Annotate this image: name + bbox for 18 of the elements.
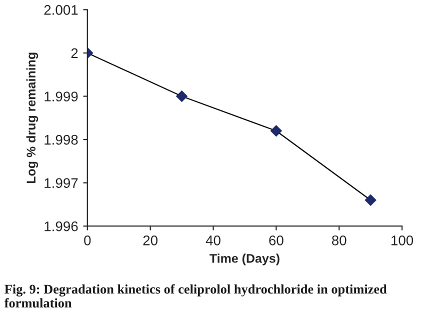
y-tick-label: 2 [71,48,78,58]
y-axis-title: Log % drug remaining [26,52,38,184]
x-tick-label: 60 [269,235,284,246]
point [176,90,188,102]
x-tick-label: 0 [84,235,91,246]
y-tick-label: 1.999 [44,92,78,102]
x-tick-label: 100 [392,235,414,246]
caption: Fig. 9: Degradation kinetics of celiprolol hydrochloride in optimized formulation [4,284,387,308]
point [270,125,282,136]
y-tick-label: 1.997 [44,178,78,188]
x-tick-label: 40 [206,235,220,246]
y-tick-label: 1.998 [44,134,78,145]
x-tick-label: 20 [143,235,158,246]
x-axis-title: Time (Days) [210,254,280,266]
y-tick-label: 2.001 [44,5,78,15]
point [364,194,376,206]
x-tick-label: 80 [332,235,346,246]
y-tick-label: 1.996 [44,221,78,232]
